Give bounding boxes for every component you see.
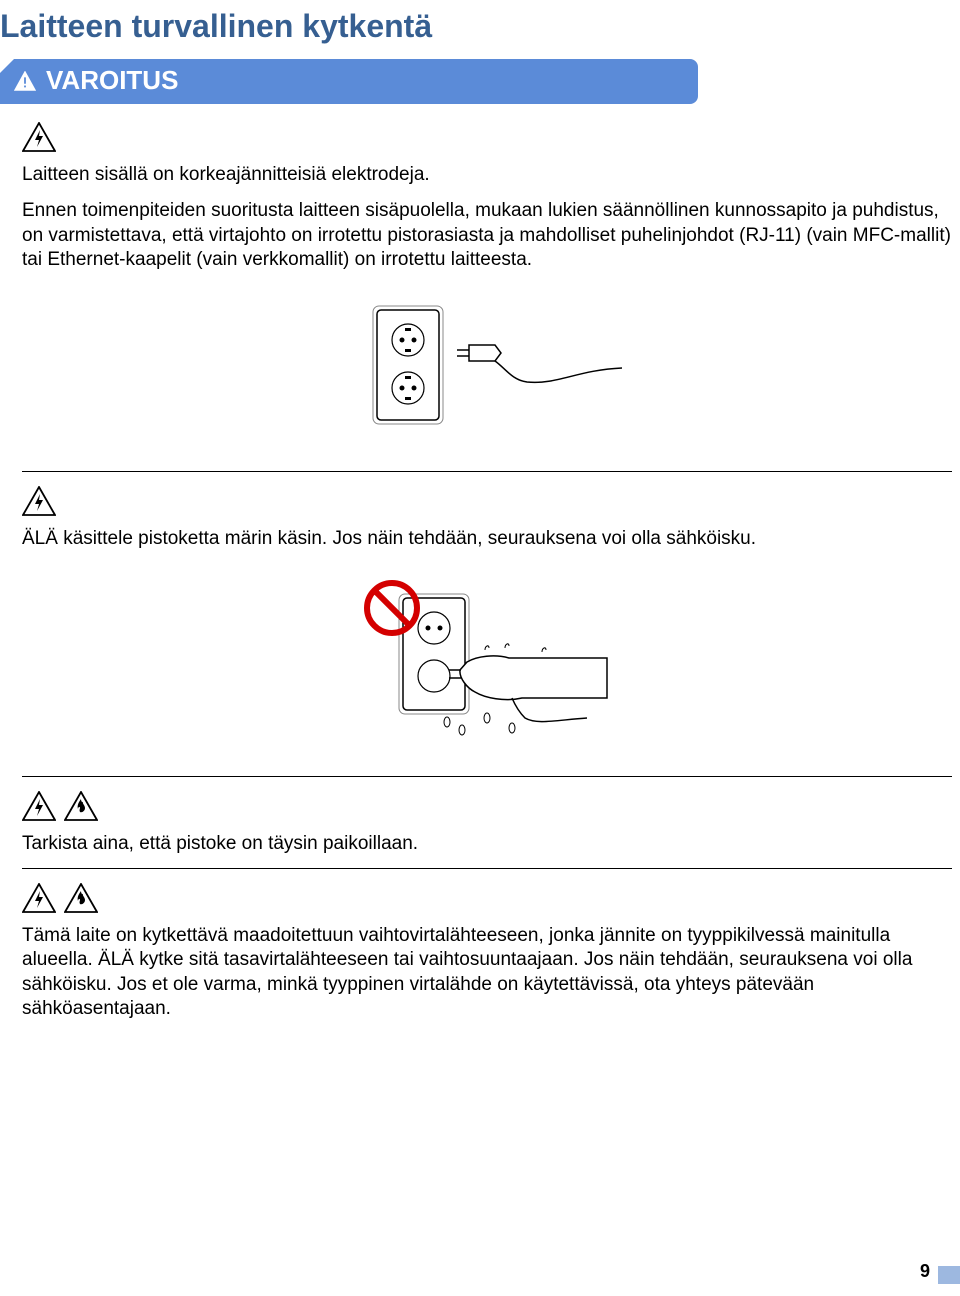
warning-tab-label: VAROITUS xyxy=(46,65,178,95)
hazard-icons-3 xyxy=(22,791,952,826)
section3-line1: Tarkista aina, että pistoke on täysin pa… xyxy=(22,832,952,856)
shock-hazard-icon xyxy=(22,503,60,520)
hazard-icons-4 xyxy=(22,883,952,918)
fire-hazard-icon xyxy=(64,900,102,917)
divider-1 xyxy=(22,471,952,472)
illustration-wet-hand xyxy=(22,570,952,750)
divider-2 xyxy=(22,776,952,777)
section4-line1: Tämä laite on kytkettävä maadoitettuun v… xyxy=(22,924,952,1021)
illustration-unplug xyxy=(22,290,952,445)
shock-hazard-icon xyxy=(22,139,60,156)
shock-hazard-icon xyxy=(22,808,60,825)
fire-hazard-icon xyxy=(64,808,102,825)
divider-3 xyxy=(22,868,952,869)
page-title: Laitteen turvallinen kytkentä xyxy=(0,0,960,59)
warning-icon xyxy=(14,67,36,97)
hazard-icons-2 xyxy=(22,486,952,521)
warning-tab: VAROITUS xyxy=(0,59,698,104)
section1-line1: Laitteen sisällä on korkeajännitteisiä e… xyxy=(22,163,952,187)
hazard-icons-1 xyxy=(22,122,952,157)
section2-line1: ÄLÄ käsittele pistoketta märin käsin. Jo… xyxy=(22,527,952,551)
warning-tab-row: VAROITUS xyxy=(0,59,960,104)
shock-hazard-icon xyxy=(22,900,60,917)
section1-line2: Ennen toimenpiteiden suoritusta laitteen… xyxy=(22,199,952,272)
page-number: 9 xyxy=(920,1261,930,1282)
page-tab-mark xyxy=(938,1266,960,1284)
